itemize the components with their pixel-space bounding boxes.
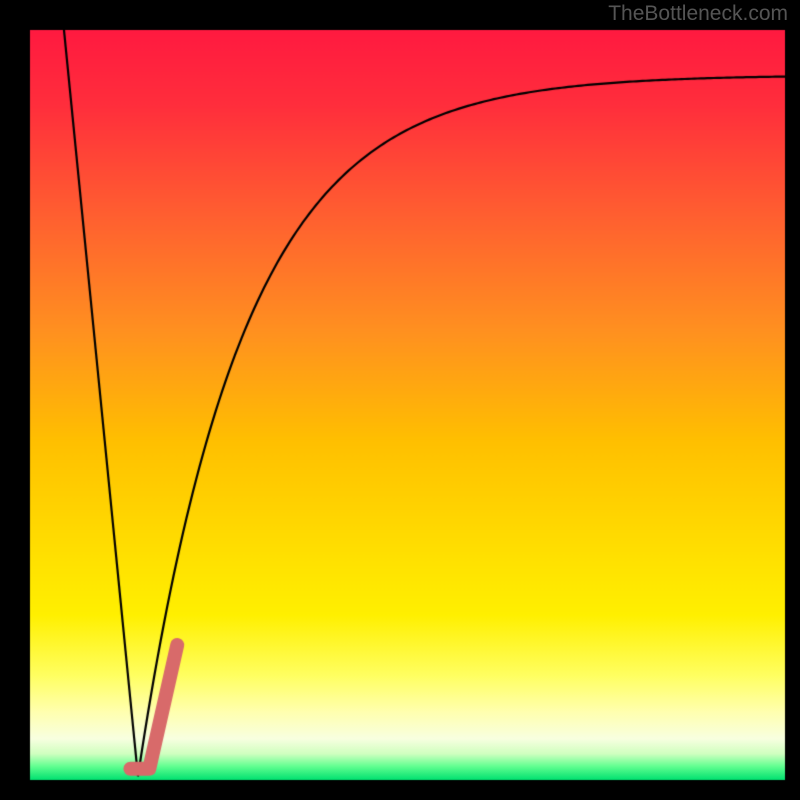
chart-container: TheBottleneck.com — [0, 0, 800, 800]
bottleneck-curve-chart — [0, 0, 800, 800]
attribution-label: TheBottleneck.com — [608, 2, 788, 26]
